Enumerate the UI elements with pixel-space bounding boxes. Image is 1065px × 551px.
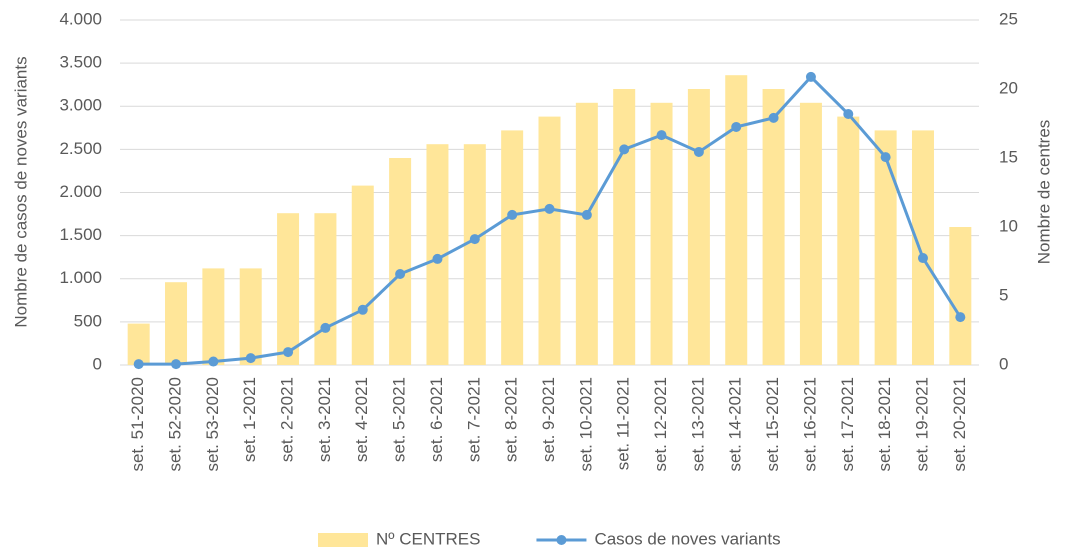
marker	[208, 356, 219, 367]
y2-tick-label: 10	[999, 216, 1018, 235]
y-tick-label: 1.500	[59, 225, 102, 244]
x-tick-label: set. 4-2021	[352, 377, 371, 462]
marker	[133, 359, 144, 370]
y-tick-label: 500	[74, 311, 102, 330]
x-tick-label: set. 51-2020	[128, 377, 147, 472]
bar	[725, 75, 748, 365]
x-tick-label: set. 16-2021	[800, 377, 819, 472]
x-tick-label: set. 17-2021	[838, 377, 857, 472]
marker	[320, 322, 331, 333]
bars	[127, 75, 972, 366]
y-tick-label: 1.000	[59, 268, 102, 287]
marker	[917, 253, 928, 264]
bar	[949, 227, 972, 365]
marker	[432, 253, 443, 264]
legend-label: Nº CENTRES	[376, 529, 480, 548]
marker	[693, 146, 704, 157]
marker	[880, 152, 891, 163]
bar	[202, 268, 225, 365]
bar	[687, 89, 710, 365]
bar	[874, 130, 897, 365]
bar	[389, 158, 412, 365]
marker	[581, 209, 592, 220]
x-tick-label: set. 19-2021	[912, 377, 931, 472]
bar	[799, 102, 822, 366]
bar	[911, 130, 934, 365]
bar	[239, 268, 262, 365]
x-tick-label: set. 10-2021	[576, 377, 595, 472]
y-tick-label: 3.000	[59, 96, 102, 115]
marker	[619, 144, 630, 155]
y2-tick-label: 25	[999, 9, 1018, 28]
marker	[544, 203, 555, 214]
bar	[613, 89, 636, 365]
marker	[731, 121, 742, 132]
y-tick-label: 2.500	[59, 139, 102, 158]
marker	[656, 130, 667, 141]
x-tick-label: set. 18-2021	[875, 377, 894, 472]
y-tick-label: 0	[93, 354, 102, 373]
y2-tick-label: 20	[999, 78, 1018, 97]
y-tick-label: 4.000	[59, 9, 102, 28]
marker	[245, 353, 256, 364]
legend-label: Casos de noves variants	[594, 529, 780, 548]
marker	[843, 109, 854, 120]
x-tick-label: set. 2-2021	[278, 377, 297, 462]
marker	[507, 209, 518, 220]
x-tick-label: set. 6-2021	[427, 377, 446, 462]
x-tick-label: set. 20-2021	[950, 377, 969, 472]
x-tick-label: set. 7-2021	[464, 377, 483, 462]
y2-tick-label: 15	[999, 147, 1018, 166]
marker	[357, 304, 368, 315]
bar	[762, 89, 785, 365]
bar	[463, 144, 486, 365]
marker	[955, 312, 966, 323]
bar	[538, 116, 561, 365]
x-tick-label: set. 11-2021	[614, 377, 633, 470]
x-tick-label: set. 52-2020	[166, 377, 185, 472]
y-axis-label: Nombre de casos de noves variants	[11, 56, 30, 327]
bar	[837, 116, 860, 365]
x-tick-label: set. 53-2020	[203, 377, 222, 472]
marker	[768, 112, 779, 123]
marker	[805, 71, 816, 82]
legend-marker	[556, 535, 567, 545]
x-tick-label: set. 8-2021	[502, 377, 521, 462]
bar	[501, 130, 524, 365]
bar	[351, 185, 374, 365]
bar	[127, 323, 150, 365]
bar	[575, 102, 598, 366]
y2-axis-label: Nombre de centres	[1034, 120, 1053, 265]
x-tick-label: set. 13-2021	[688, 377, 707, 472]
bar	[314, 213, 337, 365]
x-tick-label: set. 1-2021	[240, 377, 259, 462]
y-tick-label: 2.000	[59, 182, 102, 201]
marker	[283, 347, 294, 358]
x-tick-label: set. 15-2021	[763, 377, 782, 472]
x-tick-label: set. 5-2021	[390, 377, 409, 462]
x-tick-label: set. 12-2021	[651, 377, 670, 472]
x-tick-label: set. 3-2021	[315, 377, 334, 462]
y2-tick-label: 0	[999, 354, 1008, 373]
bar	[277, 213, 300, 365]
legend-swatch	[318, 533, 368, 547]
bar	[165, 282, 188, 365]
x-tick-label: set. 9-2021	[539, 377, 558, 462]
y2-tick-label: 5	[999, 285, 1008, 304]
bar	[650, 102, 673, 366]
marker	[469, 234, 480, 245]
y-tick-label: 3.500	[59, 53, 102, 72]
marker	[171, 359, 182, 370]
marker	[395, 269, 406, 280]
x-tick-label: set. 14-2021	[726, 377, 745, 472]
